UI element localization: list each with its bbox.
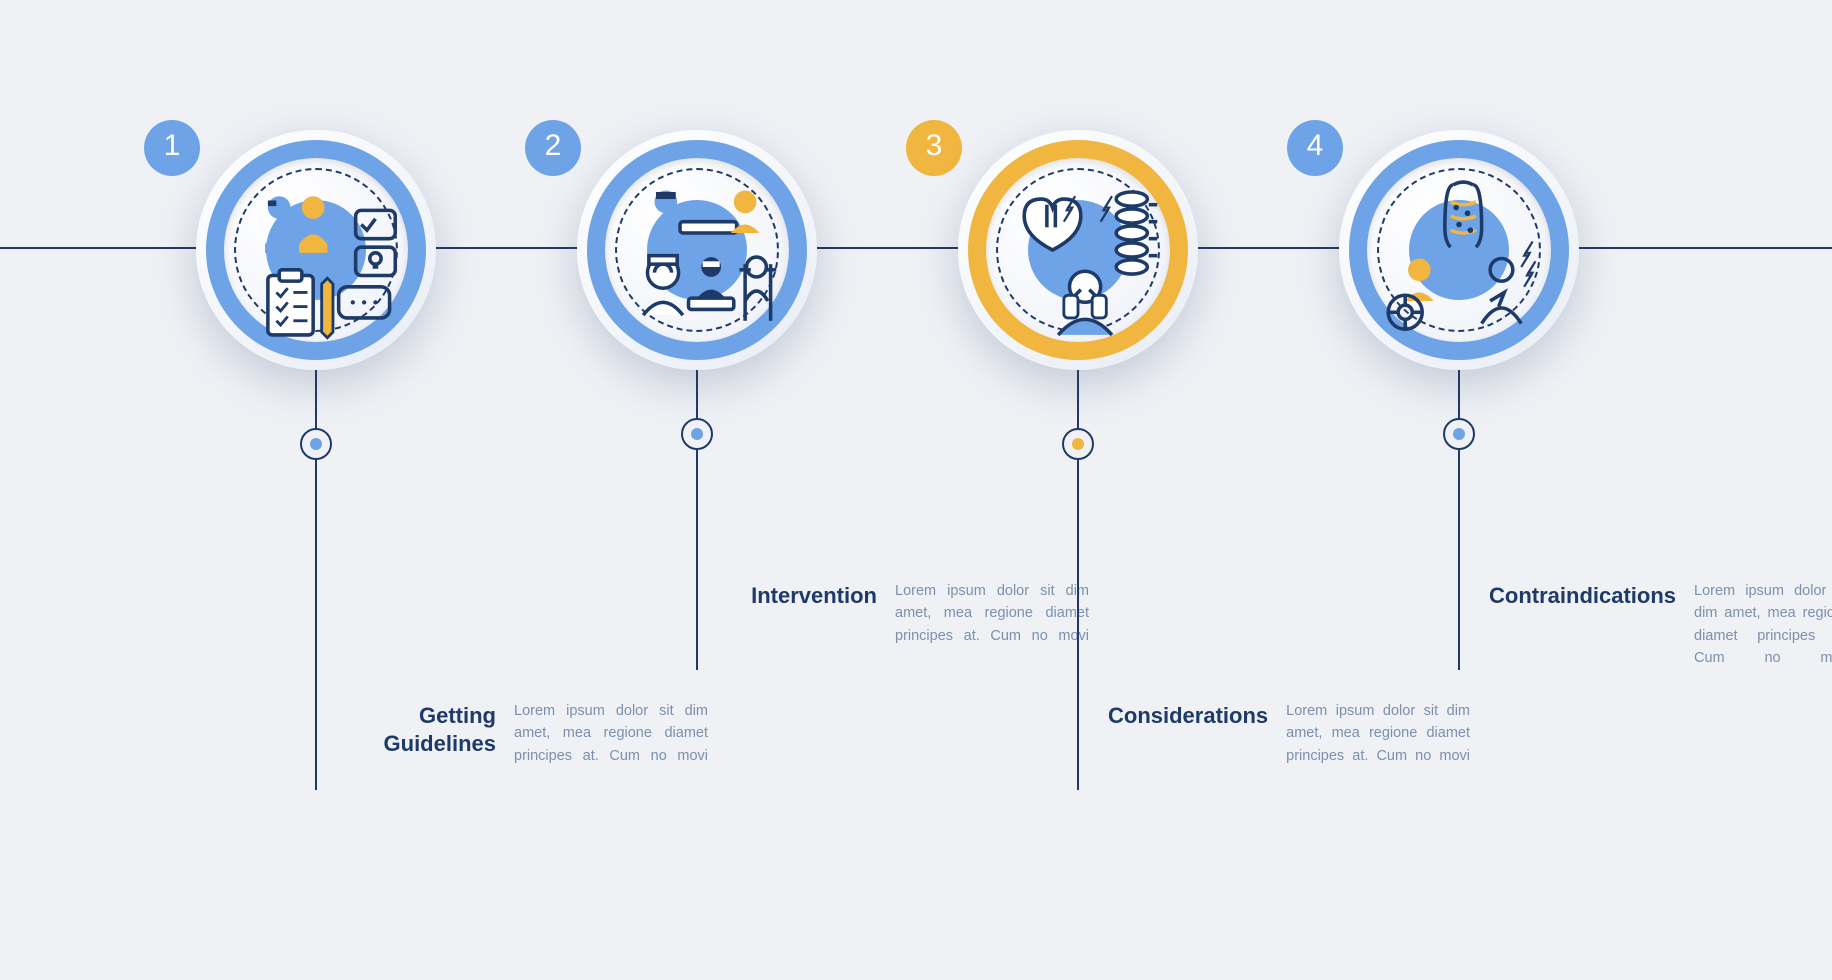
step-title: Intervention: [727, 580, 877, 647]
ring: [1339, 130, 1579, 370]
core-circle: [1028, 200, 1128, 300]
marker-dot: [310, 438, 322, 450]
vertical-wire: [696, 370, 698, 670]
step-number-badge: 4: [1293, 124, 1337, 168]
text-block: Getting Guidelines Lorem ipsum dolor sit…: [346, 700, 708, 767]
dashed-circle: [234, 168, 398, 332]
ring: [577, 130, 817, 370]
step-number-badge: 3: [912, 124, 956, 168]
inner-disc: [1367, 158, 1551, 342]
icon-wrap: [605, 158, 789, 342]
ring-color-band: [1349, 140, 1569, 360]
considerations-icon: [986, 158, 1170, 342]
ring-color-band: [206, 140, 426, 360]
ring: [958, 130, 1198, 370]
marker: [300, 428, 332, 460]
core-circle: [1409, 200, 1509, 300]
dashed-circle: [615, 168, 779, 332]
contraindications-icon: [1367, 158, 1551, 342]
dashed-circle: [1377, 168, 1541, 332]
text-block: Intervention Lorem ipsum dolor sit dim a…: [727, 580, 1089, 647]
ring: [196, 130, 436, 370]
text-block: Contraindications Lorem ipsum dolor sit …: [1489, 580, 1832, 670]
step-description: Lorem ipsum dolor sit dim amet, mea regi…: [1286, 700, 1470, 767]
inner-disc: [986, 158, 1170, 342]
marker: [1062, 428, 1094, 460]
icon-wrap: [224, 158, 408, 342]
step-description: Lorem ipsum dolor sit dim amet, mea regi…: [514, 700, 708, 767]
marker-dot: [1072, 438, 1084, 450]
vertical-wire: [1458, 370, 1460, 670]
marker-dot: [691, 428, 703, 440]
core-circle: [647, 200, 747, 300]
step-number-badge: 1: [150, 124, 194, 168]
marker-dot: [1453, 428, 1465, 440]
step-title: Contraindications: [1489, 580, 1676, 670]
icon-wrap: [986, 158, 1170, 342]
step-description: Lorem ipsum dolor sit dim amet, mea regi…: [1694, 580, 1832, 670]
step-title: Getting Guidelines: [346, 700, 496, 767]
icon-wrap: [1367, 158, 1551, 342]
marker: [1443, 418, 1475, 450]
step-number-badge: 2: [531, 124, 575, 168]
ring-color-band: [968, 140, 1188, 360]
intervention-icon: [605, 158, 789, 342]
text-block: Considerations Lorem ipsum dolor sit dim…: [1108, 700, 1470, 767]
ring-color-band: [587, 140, 807, 360]
step-title: Considerations: [1108, 700, 1268, 767]
dashed-circle: [996, 168, 1160, 332]
step-description: Lorem ipsum dolor sit dim amet, mea regi…: [895, 580, 1089, 647]
marker: [681, 418, 713, 450]
inner-disc: [605, 158, 789, 342]
guidelines-icon: [224, 158, 408, 342]
inner-disc: [224, 158, 408, 342]
core-circle: [266, 200, 366, 300]
